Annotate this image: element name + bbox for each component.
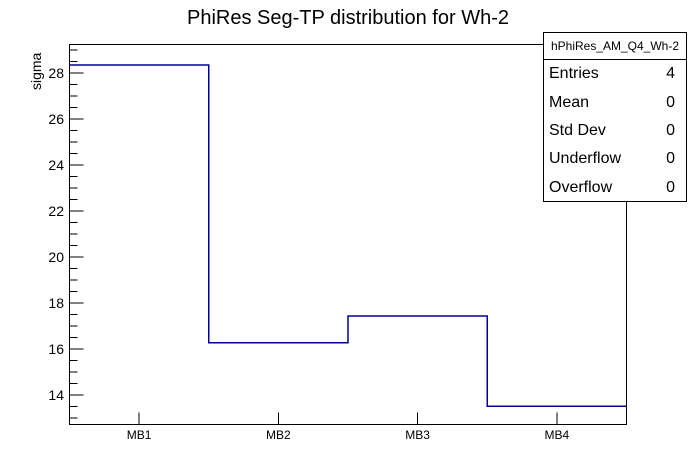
stats-value: 0 [666, 122, 675, 140]
stats-rows: Entries 4 Mean 0 Std Dev 0 Underflow 0 O… [544, 60, 686, 202]
stats-box: hPhiRes_AM_Q4_Wh-2 Entries 4 Mean 0 Std … [543, 32, 687, 202]
x-tick-label: MB4 [545, 428, 570, 442]
y-tick-label: 16 [48, 341, 64, 357]
stats-row-underflow: Underflow 0 [544, 145, 686, 173]
y-tick-label: 22 [48, 203, 64, 219]
stats-row-stddev: Std Dev 0 [544, 117, 686, 145]
chart-title: PhiRes Seg-TP distribution for Wh-2 [187, 7, 509, 29]
histogram-line [69, 64, 627, 408]
stats-row-overflow: Overflow 0 [544, 174, 686, 202]
stats-label: Std Dev [549, 122, 606, 140]
x-tick-label: MB1 [127, 428, 152, 442]
stats-label: Entries [549, 65, 599, 83]
stats-row-mean: Mean 0 [544, 88, 686, 116]
stats-value: 0 [666, 93, 675, 111]
x-tick-label: MB2 [266, 428, 291, 442]
stats-value: 0 [666, 178, 675, 196]
y-tick-label: 20 [48, 249, 64, 265]
x-tick-label: MB3 [405, 428, 430, 442]
stats-row-entries: Entries 4 [544, 60, 686, 88]
stats-value: 4 [666, 65, 675, 83]
y-tick-label: 28 [48, 65, 64, 81]
y-axis-title: sigma [28, 52, 44, 90]
y-tick-label: 14 [48, 387, 64, 403]
stats-box-title: hPhiRes_AM_Q4_Wh-2 [544, 33, 686, 60]
stats-value: 0 [666, 150, 675, 168]
y-tick-label: 24 [48, 157, 64, 173]
stats-label: Overflow [549, 178, 613, 196]
y-tick-label: 18 [48, 295, 64, 311]
stats-label: Mean [549, 93, 590, 111]
plot-frame [69, 44, 627, 425]
y-tick-label: 26 [48, 111, 64, 127]
stats-label: Underflow [549, 150, 622, 168]
